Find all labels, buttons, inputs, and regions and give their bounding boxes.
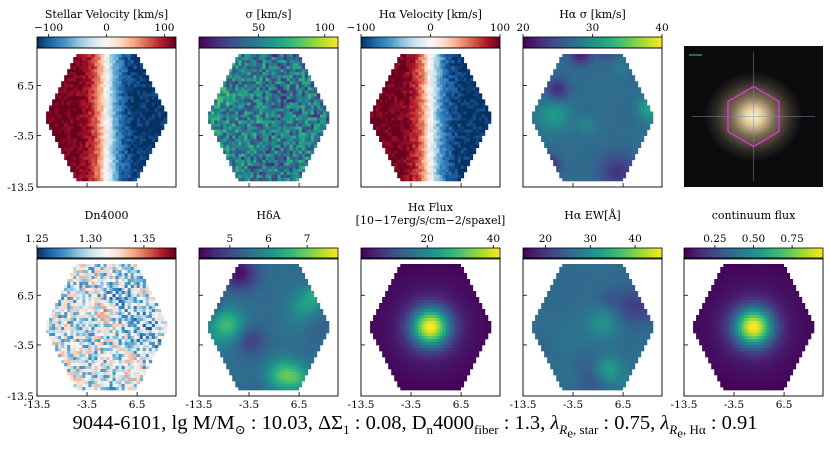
y-tick-label: -3.5 bbox=[14, 340, 34, 352]
caption-mass-symbol: ⊙ bbox=[235, 422, 246, 437]
colorbar-tick-label: −100 bbox=[34, 22, 63, 34]
caption-lambda-star-tail: , star bbox=[573, 422, 598, 437]
panel-title: Hα Flux bbox=[408, 201, 454, 214]
galaxy-image bbox=[684, 46, 823, 187]
caption-dn-suffix: 4000 bbox=[433, 412, 474, 434]
colorbar-tick-label: 100 bbox=[154, 22, 174, 34]
panel-title: Hα Velocity [km/s] bbox=[379, 8, 482, 21]
map-ha_flux bbox=[370, 264, 491, 390]
colorbar-tick-label: 40 bbox=[628, 233, 641, 245]
colorbar-tick-label: 50 bbox=[252, 22, 265, 34]
colorbar bbox=[199, 248, 338, 259]
caption-dsigma-value: : 0.08, bbox=[355, 412, 407, 434]
caption-lambda-ha: λ bbox=[660, 412, 669, 434]
map-ha_vel bbox=[370, 54, 491, 181]
map-sigma bbox=[208, 54, 329, 181]
caption-lambda-star-value: : 0.75, bbox=[603, 412, 655, 434]
colorbar bbox=[37, 248, 176, 259]
colorbar bbox=[523, 248, 662, 259]
panel-title: Stellar Velocity [km/s] bbox=[45, 8, 168, 21]
caption-dn-label: D bbox=[412, 412, 427, 434]
panel-ha_vel: Hα Velocity [km/s]−100 0 100 bbox=[347, 8, 510, 187]
colorbar-tick-label: 0.25 bbox=[703, 233, 726, 245]
panel-title: Hα EW[Å] bbox=[564, 208, 620, 222]
map-dn4000 bbox=[46, 264, 167, 390]
colorbar bbox=[361, 248, 500, 259]
colorbar bbox=[361, 37, 500, 48]
panel-ha_sigma: Hα σ [km/s] 20 30 40 bbox=[516, 8, 668, 187]
caption-dsigma-label: ΔΣ bbox=[318, 412, 343, 434]
caption-dn-value: : 1.3, bbox=[504, 412, 546, 434]
caption-id: 9044-6101, bbox=[72, 412, 166, 434]
panel-title: HδA bbox=[256, 209, 281, 222]
colorbar bbox=[684, 248, 823, 259]
y-tick-label: 6.5 bbox=[17, 81, 34, 93]
colorbar-tick-label: 7 bbox=[304, 233, 311, 245]
caption-dn-fiber: fiber bbox=[474, 422, 499, 437]
colorbar bbox=[37, 37, 176, 48]
colorbar-tick-label: 1.35 bbox=[132, 233, 155, 245]
y-tick-label: -3.5 bbox=[14, 131, 34, 143]
caption-lambda-star: λ bbox=[550, 412, 559, 434]
colorbar-tick-label: 30 bbox=[586, 22, 599, 34]
figure-caption: 9044-6101, lg M/M⊙ : 10.03, ΔΣ1 : 0.08, … bbox=[0, 408, 830, 449]
panel-sigma: σ [km/s]50 100 bbox=[199, 8, 338, 187]
panel-stellar_vel: Stellar Velocity [km/s]−100 0 100 6.5 -3.5 -1… bbox=[7, 8, 176, 194]
caption-mass-label: lg M/M bbox=[172, 412, 235, 434]
colorbar-tick-label: 20 bbox=[539, 233, 552, 245]
colorbar-tick-label: 100 bbox=[490, 22, 510, 34]
map-ha_sigma bbox=[532, 54, 653, 181]
map-ha_ew bbox=[532, 264, 653, 390]
panel-title: continuum flux bbox=[712, 209, 796, 222]
colorbar-tick-label: 0 bbox=[427, 22, 434, 34]
colorbar-tick-label: 5 bbox=[227, 233, 234, 245]
caption-lambda-ha-value: : 0.91 bbox=[711, 412, 758, 434]
caption-mass-value: : 10.03, bbox=[251, 412, 313, 434]
colorbar-tick-label: 30 bbox=[584, 233, 597, 245]
colorbar-tick-label: 0 bbox=[103, 22, 110, 34]
colorbar-tick-label: 40 bbox=[487, 233, 500, 245]
panel-title: Dn4000 bbox=[85, 209, 129, 222]
colorbar-tick-label: 1.25 bbox=[25, 233, 48, 245]
colorbar-tick-label: 40 bbox=[655, 22, 668, 34]
map-stellar_vel bbox=[46, 54, 167, 181]
colorbar-tick-label: 20 bbox=[516, 22, 529, 34]
caption-lambda-ha-tail: , Hα bbox=[683, 422, 706, 437]
map-cont_flux bbox=[693, 264, 814, 390]
colorbar bbox=[199, 37, 338, 48]
panel-title: Hα σ [km/s] bbox=[559, 8, 626, 21]
map-hdelta bbox=[208, 264, 329, 390]
y-tick-label: -13.5 bbox=[7, 182, 34, 194]
panel-title: σ [km/s] bbox=[245, 8, 291, 21]
y-tick-label: 6.5 bbox=[17, 290, 34, 302]
colorbar-tick-label: 100 bbox=[315, 22, 335, 34]
colorbar bbox=[523, 37, 662, 48]
colorbar-tick-label: 0.75 bbox=[780, 233, 803, 245]
colorbar-tick-label: 6 bbox=[265, 233, 272, 245]
colorbar-tick-label: −100 bbox=[347, 22, 376, 34]
colorbar-tick-label: 20 bbox=[421, 233, 434, 245]
colorbar-tick-label: 1.30 bbox=[79, 233, 102, 245]
colorbar-tick-label: 0.50 bbox=[742, 233, 765, 245]
caption-dsigma-sub: 1 bbox=[343, 422, 350, 437]
panel-title-units: [10−17erg/s/cm−2/spaxel] bbox=[356, 214, 506, 227]
